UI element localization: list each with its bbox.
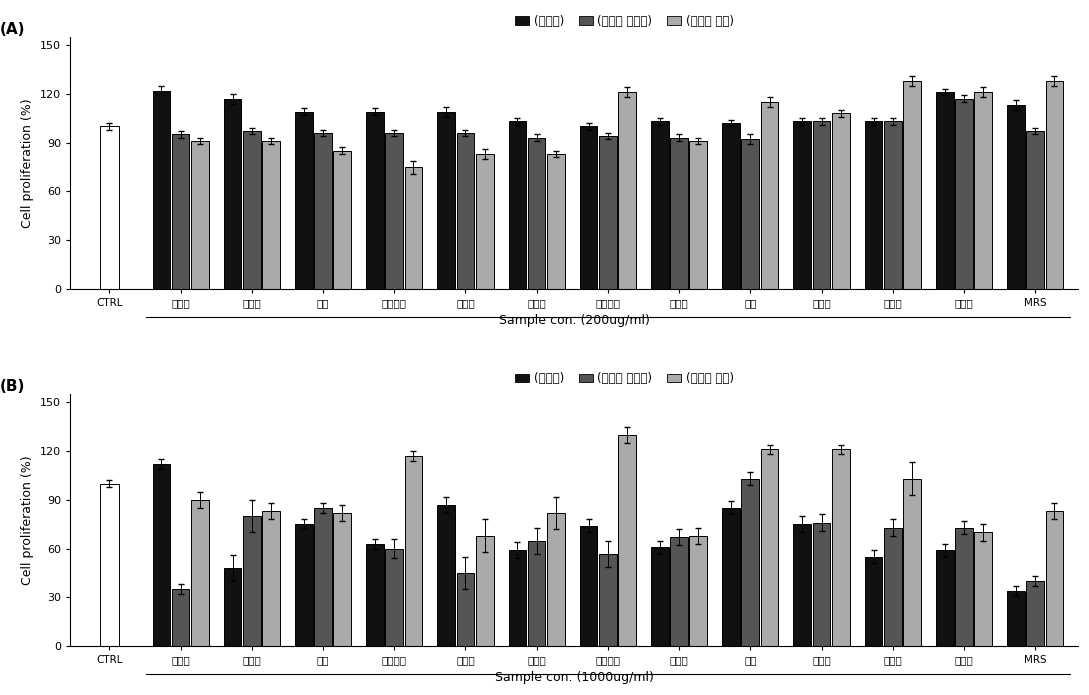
Bar <box>865 122 882 289</box>
Bar <box>528 138 546 289</box>
Text: (A): (A) <box>0 22 25 37</box>
Bar <box>386 548 403 646</box>
Text: (B): (B) <box>0 379 25 394</box>
Bar <box>262 141 280 289</box>
Bar <box>884 528 902 646</box>
Bar <box>405 456 423 646</box>
Bar <box>456 573 475 646</box>
Bar <box>262 512 280 646</box>
Bar <box>386 133 403 289</box>
Bar <box>935 92 954 289</box>
Bar <box>100 484 119 646</box>
Bar <box>366 112 383 289</box>
Bar <box>295 524 313 646</box>
Bar <box>1045 81 1063 289</box>
Bar <box>333 513 351 646</box>
Bar <box>547 513 565 646</box>
Bar <box>670 537 688 646</box>
Bar <box>476 154 493 289</box>
Bar <box>884 122 902 289</box>
Bar <box>975 532 992 646</box>
Bar <box>509 550 526 646</box>
Bar <box>1007 105 1025 289</box>
Y-axis label: Cell proliferation (%): Cell proliferation (%) <box>22 455 35 585</box>
Bar <box>314 508 332 646</box>
Bar <box>100 126 119 289</box>
Bar <box>812 122 830 289</box>
Bar <box>405 167 423 289</box>
X-axis label: Sample con. (200ug/ml): Sample con. (200ug/ml) <box>499 313 649 327</box>
Bar <box>243 131 260 289</box>
Bar <box>742 140 759 289</box>
Bar <box>599 136 616 289</box>
Bar <box>579 526 598 646</box>
Bar <box>172 589 189 646</box>
Y-axis label: Cell proliferation (%): Cell proliferation (%) <box>22 98 35 228</box>
Bar <box>975 92 992 289</box>
Bar <box>935 550 954 646</box>
Bar <box>476 536 493 646</box>
Bar <box>761 102 779 289</box>
Bar <box>223 569 242 646</box>
Bar <box>689 141 707 289</box>
Bar <box>314 133 332 289</box>
Bar <box>955 528 972 646</box>
Bar <box>955 99 972 289</box>
Bar <box>438 112 455 289</box>
Bar <box>191 500 209 646</box>
Bar <box>366 543 383 646</box>
Bar <box>722 508 739 646</box>
Bar <box>438 505 455 646</box>
Bar <box>172 134 189 289</box>
Bar <box>794 122 811 289</box>
Bar <box>456 133 475 289</box>
Bar <box>865 557 882 646</box>
Bar <box>903 479 921 646</box>
Bar <box>761 450 779 646</box>
Bar <box>832 450 849 646</box>
Bar <box>509 122 526 289</box>
Bar <box>1026 581 1044 646</box>
Bar <box>812 523 830 646</box>
Bar <box>599 553 616 646</box>
Bar <box>670 138 688 289</box>
Bar <box>152 464 170 646</box>
Bar <box>1007 591 1025 646</box>
Bar <box>333 151 351 289</box>
Bar <box>152 90 170 289</box>
Bar <box>295 112 313 289</box>
Bar <box>243 516 260 646</box>
Bar <box>794 524 811 646</box>
Bar <box>619 435 636 646</box>
Bar <box>619 92 636 289</box>
Bar <box>722 123 739 289</box>
Bar <box>903 81 921 289</box>
Bar <box>742 479 759 646</box>
Bar <box>689 536 707 646</box>
Legend: (발효전), (발효후 상등액), (발효후 균체): (발효전), (발효후 상등액), (발효후 균체) <box>511 10 738 33</box>
Bar <box>223 99 242 289</box>
Bar <box>1026 131 1044 289</box>
Bar <box>547 154 565 289</box>
Bar <box>1045 512 1063 646</box>
Bar <box>191 141 209 289</box>
X-axis label: Sample con. (1000ug/ml): Sample con. (1000ug/ml) <box>494 671 653 684</box>
Bar <box>651 547 669 646</box>
Bar <box>528 541 546 646</box>
Bar <box>579 126 598 289</box>
Bar <box>832 113 849 289</box>
Legend: (발효전), (발효후 상등액), (발효후 균체): (발효전), (발효후 상등액), (발효후 균체) <box>511 367 738 390</box>
Bar <box>651 122 669 289</box>
